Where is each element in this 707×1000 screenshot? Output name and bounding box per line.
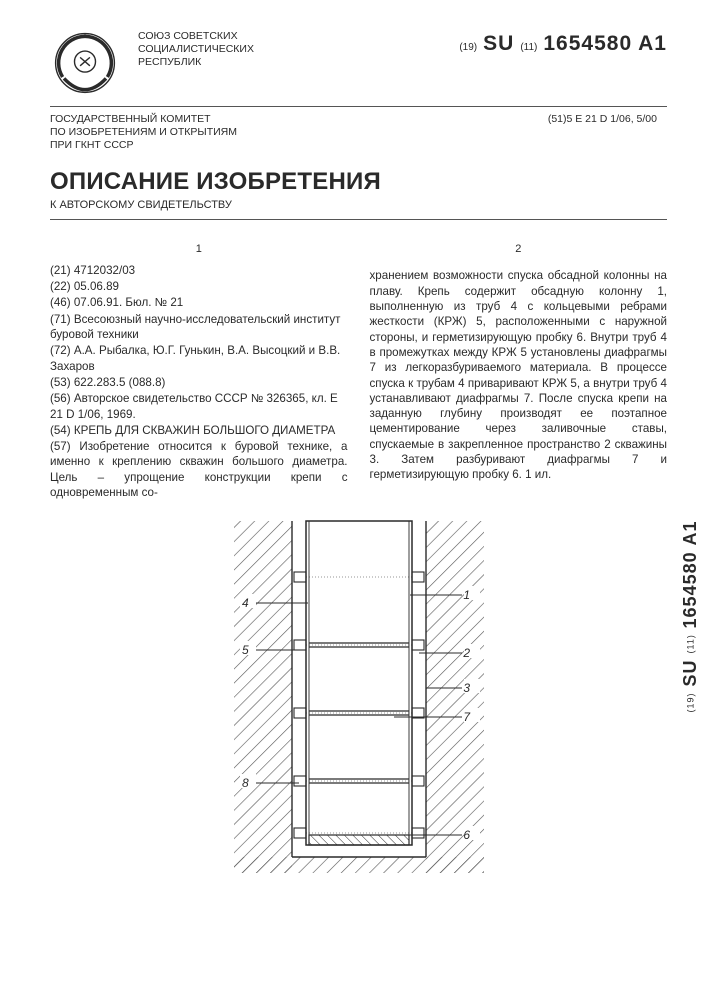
publication-number: (19) SU (11) 1654580 A1: [459, 32, 667, 56]
field-54: (54) КРЕПЬ ДЛЯ СКВАЖИН БОЛЬШОГО ДИАМЕТРА: [50, 423, 348, 438]
field-11-label: (11): [520, 42, 537, 53]
ipc-code: (51)5 E 21 D 1/06, 5/00: [548, 113, 657, 152]
svg-text:5: 5: [242, 643, 249, 657]
doc-title: ОПИСАНИЕ ИЗОБРЕТЕНИЯ: [50, 168, 667, 196]
svg-text:3: 3: [463, 681, 470, 695]
svg-text:2: 2: [462, 646, 470, 660]
field-21: (21) 4712032/03: [50, 263, 348, 278]
side-country: SU: [680, 659, 701, 686]
ipc-value: E 21 D 1/06, 5/00: [575, 113, 657, 125]
svg-text:8: 8: [242, 776, 249, 790]
divider: [50, 219, 667, 220]
svg-text:4: 4: [242, 596, 249, 610]
country-code: SU: [483, 32, 514, 56]
doc-number: 1654580: [543, 32, 632, 56]
doc-subtitle: К АВТОРСКОМУ СВИДЕТЕЛЬСТВУ: [50, 199, 667, 211]
ipc-prefix: (51)5: [548, 113, 573, 125]
side-number: 1654580: [680, 551, 701, 628]
field-22: (22) 05.06.89: [50, 279, 348, 294]
committee-name: ГОСУДАРСТВЕННЫЙ КОМИТЕТ ПО ИЗОБРЕТЕНИЯМ …: [50, 113, 270, 152]
field-53: (53) 622.283.5 (088.8): [50, 375, 348, 390]
state-emblem: [50, 28, 120, 98]
field-57-right: хранением возможности спуска обсадной ко…: [370, 268, 668, 482]
svg-text:6: 6: [463, 828, 470, 842]
field-71: (71) Всесоюзный научно-исследовательский…: [50, 312, 348, 343]
side-kind: A1: [680, 520, 701, 545]
field-56: (56) Авторское свидетельство СССР № 3263…: [50, 391, 348, 422]
biblio-block: (21) 4712032/03 (22) 05.06.89 (46) 07.06…: [50, 263, 348, 500]
field-57-left: (57) Изобретение относится к буровой тех…: [50, 439, 348, 500]
field-72: (72) А.А. Рыбалка, Ю.Г. Гунькин, В.А. Вы…: [50, 343, 348, 374]
side-field-11: (11): [686, 634, 696, 653]
divider: [50, 106, 667, 107]
figure-diagram: 45812376: [234, 513, 484, 873]
column-number-left: 1: [50, 242, 348, 257]
side-publication-number: (19) SU (11) 1654580 A1: [680, 520, 701, 712]
svg-text:1: 1: [463, 588, 470, 602]
field-46: (46) 07.06.91. Бюл. № 21: [50, 295, 348, 310]
kind-code: A1: [638, 32, 667, 56]
column-number-right: 2: [370, 242, 668, 257]
side-field-19: (19): [686, 692, 696, 712]
field-19-label: (19): [459, 42, 477, 53]
union-name: СОЮЗ СОВЕТСКИХ СОЦИАЛИСТИЧЕСКИХ РЕСПУБЛИ…: [138, 30, 281, 69]
